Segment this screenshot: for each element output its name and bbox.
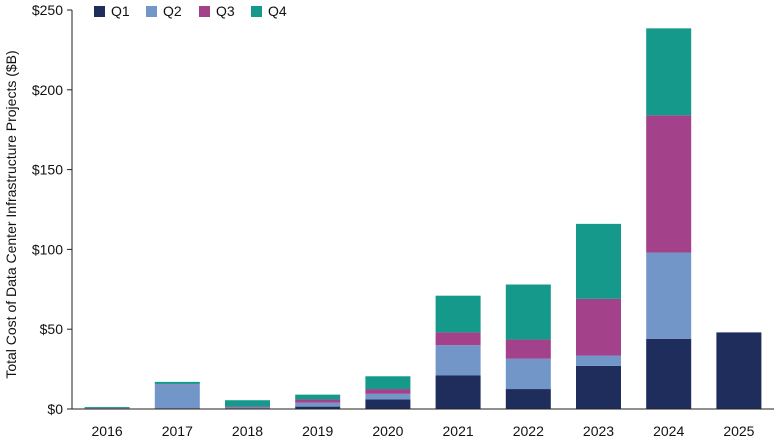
bar-segment-q1-2022 bbox=[505, 389, 551, 409]
bar-segment-q4-2024 bbox=[646, 28, 692, 116]
bar-segment-q2-2017 bbox=[154, 384, 200, 409]
y-tick-label: $150 bbox=[32, 162, 63, 178]
x-tick-label: 2024 bbox=[653, 423, 684, 439]
y-axis-ticks: $0 $50 $100 $150 $200 $250 bbox=[32, 2, 72, 417]
x-tick-label: 2022 bbox=[513, 423, 544, 439]
bar-segment-q4-2019 bbox=[295, 394, 341, 400]
chart-legend: Q1 Q2 Q3 Q4 bbox=[94, 3, 287, 19]
bar-segment-q1-2025 bbox=[716, 332, 762, 409]
bar-segment-q2-2023 bbox=[576, 355, 621, 366]
x-tick-label: 2021 bbox=[443, 423, 474, 439]
y-tick-label: $50 bbox=[40, 321, 64, 337]
bar-segment-q1-2019 bbox=[295, 406, 341, 409]
y-tick-label: $0 bbox=[47, 401, 63, 417]
y-tick-label: $100 bbox=[32, 241, 63, 257]
chart-axes bbox=[71, 10, 774, 410]
bar-segment-q3-2019 bbox=[295, 399, 341, 403]
chart-bars bbox=[84, 28, 762, 409]
bar-segment-q4-2016 bbox=[84, 407, 130, 409]
x-axis-ticks: 2016 2017 2018 2019 2020 2021 2022 2023 2024 2025 bbox=[92, 423, 755, 439]
legend-swatch-q3 bbox=[199, 6, 210, 17]
x-tick-label: 2020 bbox=[372, 423, 403, 439]
bar-segment-q4-2017 bbox=[154, 381, 200, 384]
legend-label-q4: Q4 bbox=[268, 3, 287, 19]
bar-segment-q2-2024 bbox=[646, 252, 692, 339]
bar-segment-q4-2023 bbox=[576, 223, 621, 299]
bar-segment-q4-2018 bbox=[225, 400, 270, 407]
bar-segment-q3-2018 bbox=[225, 406, 270, 408]
bar-segment-q1-2020 bbox=[365, 399, 411, 409]
legend-label-q1: Q1 bbox=[111, 3, 130, 19]
legend-swatch-q4 bbox=[251, 6, 262, 17]
bar-segment-q1-2021 bbox=[435, 375, 481, 409]
bar-segment-q3-2024 bbox=[646, 115, 692, 253]
bar-segment-q4-2022 bbox=[505, 284, 551, 340]
bar-segment-q2-2018 bbox=[225, 407, 270, 409]
bar-segment-q3-2021 bbox=[435, 332, 481, 346]
legend-label-q3: Q3 bbox=[216, 3, 235, 19]
bar-segment-q2-2021 bbox=[435, 345, 481, 376]
bar-segment-q3-2023 bbox=[576, 298, 621, 356]
bar-segment-q1-2024 bbox=[646, 338, 692, 409]
bar-segment-q4-2020 bbox=[365, 376, 411, 390]
bar-segment-q4-2021 bbox=[435, 295, 481, 333]
y-tick-label: $200 bbox=[32, 82, 63, 98]
bar-segment-q3-2020 bbox=[365, 389, 411, 394]
bar-segment-q2-2022 bbox=[505, 358, 551, 390]
bar-segment-q2-2020 bbox=[365, 393, 411, 400]
bar-segment-q1-2023 bbox=[576, 365, 621, 409]
y-axis-title: Total Cost of Data Center Infrastructure… bbox=[3, 50, 19, 378]
y-tick-label: $250 bbox=[32, 2, 63, 18]
x-tick-label: 2023 bbox=[583, 423, 614, 439]
bar-segment-q2-2019 bbox=[295, 402, 341, 407]
x-tick-label: 2016 bbox=[92, 423, 123, 439]
x-tick-label: 2017 bbox=[162, 423, 193, 439]
legend-swatch-q2 bbox=[146, 6, 157, 17]
bar-segment-q3-2022 bbox=[505, 339, 551, 359]
x-tick-label: 2025 bbox=[723, 423, 754, 439]
x-tick-label: 2019 bbox=[302, 423, 333, 439]
legend-swatch-q1 bbox=[94, 6, 105, 17]
x-tick-label: 2018 bbox=[232, 423, 263, 439]
legend-label-q2: Q2 bbox=[163, 3, 182, 19]
